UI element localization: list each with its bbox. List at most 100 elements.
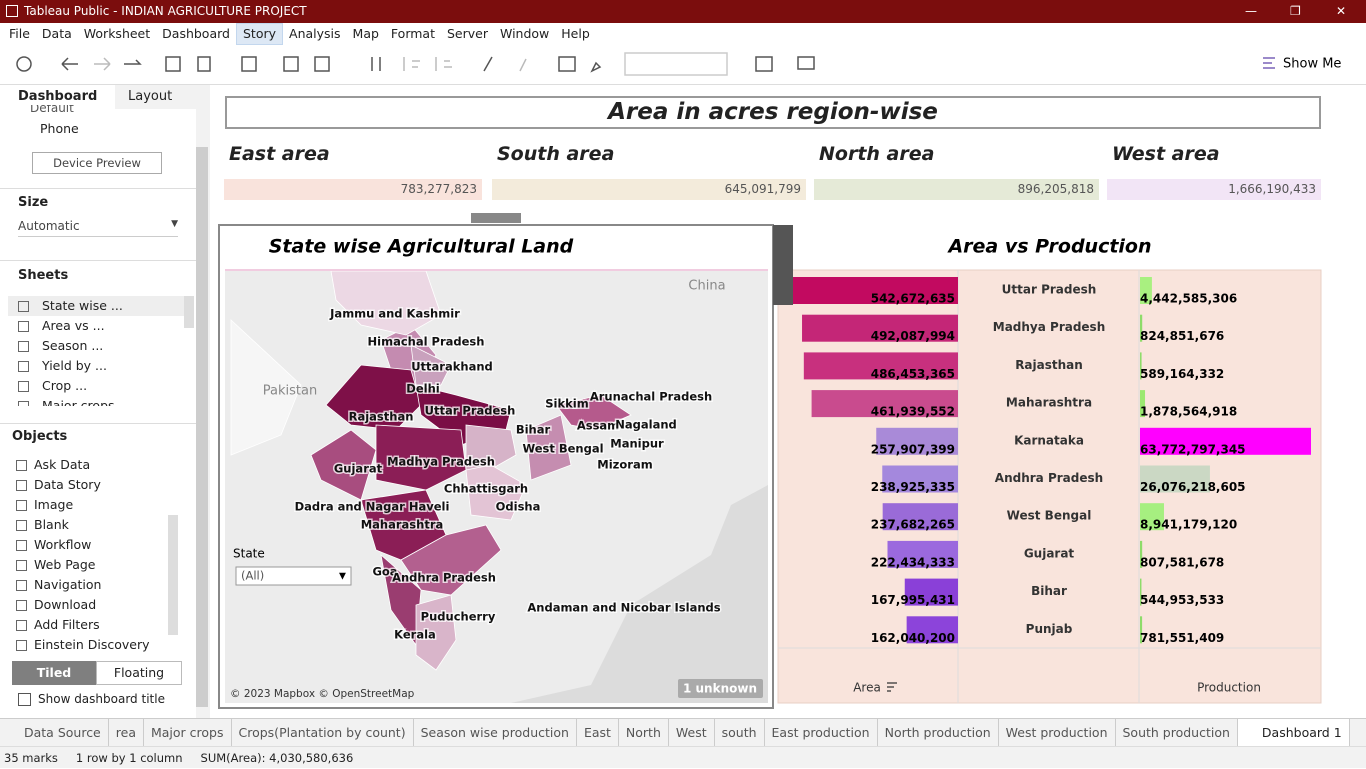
sheet-tab[interactable]: North bbox=[619, 719, 669, 746]
object-item[interactable]: Workflow bbox=[0, 535, 170, 555]
restore[interactable]: ❐ bbox=[1290, 4, 1301, 18]
show-labels[interactable] bbox=[558, 56, 576, 72]
sheet-tab[interactable]: Season wise production bbox=[414, 719, 577, 746]
highlight[interactable] bbox=[483, 56, 493, 72]
sheet-item[interactable]: Crop ... bbox=[8, 376, 184, 396]
production-bar bbox=[1140, 616, 1143, 644]
sort-desc[interactable] bbox=[435, 57, 452, 71]
production-label: 1,878,564,918 bbox=[1140, 405, 1237, 419]
object-name: Einstein Discovery bbox=[34, 637, 150, 652]
sheet-name: Season ... bbox=[42, 338, 104, 353]
area-bar bbox=[803, 352, 958, 380]
object-item[interactable]: Data Story bbox=[0, 475, 170, 495]
area-header[interactable]: Area bbox=[853, 681, 881, 695]
new-datasource[interactable] bbox=[197, 56, 211, 72]
sheet-item[interactable]: Area vs ... bbox=[8, 316, 184, 336]
sheet-tab[interactable]: south bbox=[715, 719, 765, 746]
sheet-item[interactable]: Season ... bbox=[8, 336, 184, 356]
object-item[interactable]: Download bbox=[0, 595, 170, 615]
logo-icon[interactable] bbox=[16, 56, 32, 72]
menu-item[interactable]: Format bbox=[390, 26, 435, 41]
menu-item[interactable]: Data bbox=[41, 26, 72, 41]
object-item[interactable]: Ask Data bbox=[0, 455, 170, 475]
sheet-item[interactable]: Yield by ... bbox=[8, 356, 184, 376]
state-label: Dadra and Nagar Haveli bbox=[295, 500, 450, 514]
fit-dropdown[interactable] bbox=[624, 52, 728, 76]
clear[interactable] bbox=[314, 56, 330, 72]
sheet-tab[interactable]: Crops(Plantation by count) bbox=[232, 719, 414, 746]
group[interactable] bbox=[519, 58, 527, 72]
menu-item[interactable]: Server bbox=[446, 26, 488, 41]
object-icon bbox=[16, 640, 27, 651]
object-item[interactable]: Einstein Discovery bbox=[0, 635, 170, 655]
area-label: 492,087,994 bbox=[871, 329, 955, 343]
duplicate[interactable] bbox=[283, 56, 299, 72]
menu-item[interactable]: Worksheet bbox=[83, 26, 151, 41]
sheet-tab[interactable]: West production bbox=[999, 719, 1116, 746]
sheet-tab[interactable]: Major crops bbox=[144, 719, 232, 746]
device-phone[interactable]: Phone bbox=[40, 121, 79, 136]
sheet-tab[interactable]: Dashboard 1 bbox=[1237, 719, 1350, 746]
sheet-tab[interactable]: South production bbox=[1116, 719, 1238, 746]
device-default[interactable]: Default bbox=[30, 105, 74, 115]
menu-item[interactable]: Help bbox=[561, 26, 590, 41]
menu-item[interactable]: File bbox=[9, 26, 30, 41]
app-icon bbox=[6, 5, 18, 17]
state-label: Himachal Pradesh bbox=[368, 335, 485, 349]
close[interactable]: ✕ bbox=[1336, 4, 1347, 18]
show-me-icon[interactable] bbox=[1263, 57, 1275, 69]
area-label: 486,453,365 bbox=[871, 367, 955, 381]
sheet-item[interactable]: State wise ... bbox=[8, 296, 184, 316]
layout-tab[interactable]: Layout bbox=[115, 85, 210, 109]
cards[interactable] bbox=[755, 56, 773, 72]
area-bar bbox=[887, 540, 958, 568]
presentation[interactable] bbox=[797, 56, 815, 70]
state-label: Uttarakhand bbox=[411, 360, 493, 374]
sheet-tab[interactable]: North production bbox=[878, 719, 999, 746]
save[interactable] bbox=[165, 56, 181, 72]
menu-item[interactable]: Dashboard bbox=[162, 26, 230, 41]
menu-item[interactable]: Analysis bbox=[289, 26, 341, 41]
sheet-tab[interactable]: East bbox=[577, 719, 619, 746]
object-item[interactable]: Image bbox=[0, 495, 170, 515]
sheet-tab[interactable]: Data Source bbox=[0, 719, 109, 746]
state-region bbox=[415, 594, 457, 671]
floating-button[interactable]: Floating bbox=[96, 661, 182, 685]
sheet-item[interactable]: Major crops bbox=[8, 396, 184, 406]
show-title-checkbox[interactable] bbox=[18, 693, 31, 706]
sheet-tab[interactable]: rea bbox=[109, 719, 144, 746]
unknown-indicator: 1 unknown bbox=[683, 682, 757, 696]
undo[interactable] bbox=[61, 57, 78, 71]
object-name: Image bbox=[34, 497, 74, 512]
sort-icon[interactable] bbox=[887, 682, 897, 692]
sheet-tab[interactable]: East production bbox=[765, 719, 878, 746]
sort-asc[interactable] bbox=[403, 57, 420, 71]
redo[interactable] bbox=[94, 57, 111, 71]
dashboard-tab[interactable]: Dashboard bbox=[0, 85, 115, 109]
production-header[interactable]: Production bbox=[1197, 681, 1261, 695]
object-item[interactable]: Blank bbox=[0, 515, 170, 535]
state-region bbox=[465, 464, 527, 521]
region-value: 1,666,190,433 bbox=[1107, 179, 1321, 200]
object-item[interactable]: Web Page bbox=[0, 555, 170, 575]
new-sheet[interactable] bbox=[241, 56, 257, 72]
sheet-tab[interactable]: West bbox=[669, 719, 715, 746]
menu-item[interactable]: Story bbox=[235, 23, 284, 45]
state-label: Jammu and Kashmir bbox=[329, 307, 460, 321]
unknown-badge[interactable] bbox=[678, 679, 763, 698]
device-preview[interactable]: Device Preview bbox=[32, 152, 162, 174]
replay[interactable] bbox=[124, 59, 142, 65]
object-item[interactable]: Navigation bbox=[0, 575, 170, 595]
show-me[interactable]: Show Me bbox=[1283, 57, 1341, 72]
swap[interactable] bbox=[371, 57, 381, 71]
menu-item[interactable]: Map bbox=[352, 26, 379, 41]
object-item[interactable]: Add Filters bbox=[0, 615, 170, 635]
minimize[interactable]: — bbox=[1245, 4, 1257, 18]
size-dropdown[interactable]: Automatic ▼ bbox=[18, 219, 178, 237]
state-name: Punjab bbox=[1026, 622, 1073, 636]
tiled-button[interactable]: Tiled bbox=[12, 661, 96, 685]
menu-item[interactable]: Window bbox=[499, 26, 550, 41]
filter-dropdown[interactable] bbox=[235, 566, 352, 586]
fix-axes[interactable] bbox=[590, 61, 602, 73]
sheet-icon bbox=[18, 321, 29, 332]
